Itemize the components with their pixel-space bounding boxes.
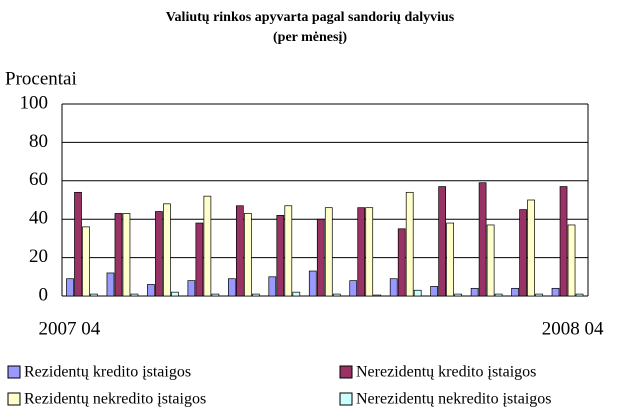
bar (211, 293, 220, 297)
legend-label: Nerezidentų kredito įstaigos (356, 364, 536, 381)
legend-label: Rezidentų kredito įstaigos (24, 364, 191, 381)
bar (365, 207, 374, 297)
bar (82, 226, 90, 297)
bar (268, 276, 277, 297)
y-axis-label: Procentai (5, 68, 77, 89)
bar (397, 228, 406, 297)
bar (227, 278, 236, 297)
bar (567, 224, 576, 297)
bar (519, 209, 527, 297)
bar (438, 186, 447, 297)
legend-swatch (7, 365, 21, 379)
bar (470, 287, 479, 297)
bar (243, 213, 252, 297)
bar (559, 186, 568, 297)
legend-swatch (339, 365, 353, 379)
bar (147, 284, 155, 297)
bar (389, 278, 398, 297)
bar (413, 289, 422, 297)
bar (122, 213, 131, 297)
bar (511, 287, 519, 297)
bar (130, 293, 139, 297)
bar (163, 203, 171, 297)
bar (90, 293, 98, 297)
bar (324, 207, 333, 297)
y-tick-label: 0 (39, 284, 49, 305)
bar (575, 293, 584, 297)
y-tick-label: 60 (29, 169, 48, 190)
bar (332, 293, 341, 297)
bar (74, 191, 82, 297)
bar (235, 205, 244, 297)
bar (357, 207, 366, 297)
bar (405, 191, 414, 297)
y-tick-label: 20 (29, 246, 48, 267)
bar (494, 293, 503, 297)
legend-swatch (7, 392, 21, 406)
bar (527, 199, 535, 297)
legend-swatch (339, 392, 353, 406)
bar (446, 222, 455, 297)
bar (187, 280, 196, 297)
x-tick-label: 2007 04 (38, 318, 100, 339)
bar (551, 287, 560, 297)
bar (155, 211, 163, 297)
y-tick-label: 80 (29, 131, 48, 152)
bar (486, 224, 495, 297)
bar (308, 270, 317, 297)
bar (454, 293, 463, 297)
bar (276, 215, 285, 297)
bar (292, 291, 301, 297)
bar (535, 293, 543, 297)
bar (478, 182, 487, 297)
bar (106, 272, 115, 297)
legend-label: Nerezidentų nekredito įstaigos (356, 391, 552, 408)
bar (316, 218, 325, 297)
chart-subtitle: (per mėnesį) (273, 30, 347, 45)
y-tick-label: 100 (20, 92, 49, 113)
bar (251, 293, 260, 297)
bar (66, 278, 74, 297)
bar (195, 222, 204, 297)
chart-title: Valiutų rinkos apyvarta pagal sandorių d… (166, 10, 455, 25)
y-tick-label: 40 (29, 208, 48, 229)
bar (373, 294, 382, 297)
bar (114, 213, 123, 297)
bar (430, 286, 439, 297)
bar (171, 291, 179, 297)
bar (349, 280, 358, 297)
legend-label: Rezidentų nekredito įstaigos (24, 391, 206, 408)
bar (284, 205, 293, 297)
x-tick-label: 2008 04 (542, 318, 604, 339)
bar (203, 195, 212, 297)
